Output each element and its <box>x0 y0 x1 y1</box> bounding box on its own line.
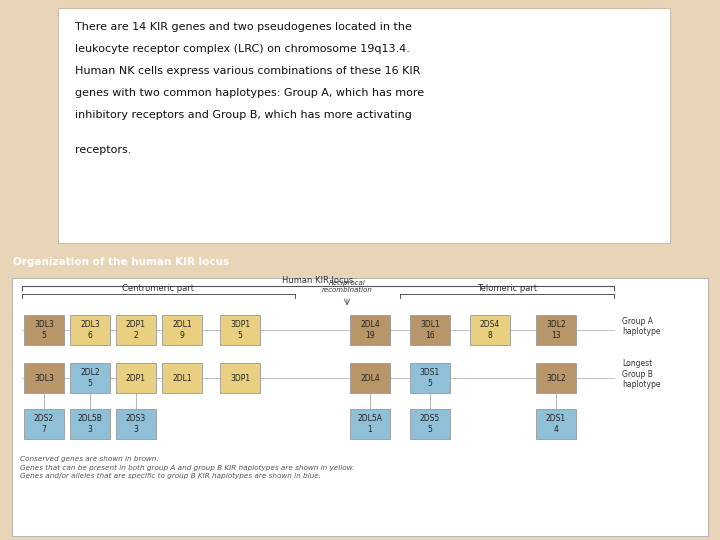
Text: 2DS3: 2DS3 <box>126 414 146 423</box>
FancyBboxPatch shape <box>410 315 450 345</box>
FancyBboxPatch shape <box>116 363 156 393</box>
FancyBboxPatch shape <box>24 363 64 393</box>
FancyBboxPatch shape <box>350 363 390 393</box>
FancyBboxPatch shape <box>58 8 670 243</box>
Text: 3DL3: 3DL3 <box>34 320 54 329</box>
FancyBboxPatch shape <box>116 315 156 345</box>
Text: Reciprocal
recombination: Reciprocal recombination <box>322 280 372 293</box>
Text: 3DL2: 3DL2 <box>546 320 566 329</box>
Text: 5: 5 <box>42 331 46 340</box>
Text: 2DS4: 2DS4 <box>480 320 500 329</box>
Text: Telomeric part: Telomeric part <box>477 284 537 293</box>
Text: 2DL3: 2DL3 <box>80 320 100 329</box>
Text: 13: 13 <box>552 331 561 340</box>
Text: 6: 6 <box>88 331 92 340</box>
Text: Human KIR locus: Human KIR locus <box>282 276 354 285</box>
Text: 4: 4 <box>554 425 559 434</box>
Text: Group A
haplotype: Group A haplotype <box>622 316 660 336</box>
Text: 5: 5 <box>238 331 243 340</box>
Text: 2DL1: 2DL1 <box>172 374 192 383</box>
Text: Conserved genes are shown in brown.
Genes that can be present in both group A an: Conserved genes are shown in brown. Gene… <box>20 456 354 480</box>
FancyBboxPatch shape <box>536 315 576 345</box>
Text: 2DS1: 2DS1 <box>546 414 566 423</box>
Text: 3DL3: 3DL3 <box>34 374 54 383</box>
Text: 9: 9 <box>179 331 184 340</box>
FancyBboxPatch shape <box>70 409 110 439</box>
Text: 3DL1: 3DL1 <box>420 320 440 329</box>
Text: 5: 5 <box>428 425 433 434</box>
Text: 19: 19 <box>365 331 375 340</box>
Text: There are 14 KIR genes and two pseudogenes located in the: There are 14 KIR genes and two pseudogen… <box>75 22 412 32</box>
Text: Longest
Group B
haplotype: Longest Group B haplotype <box>622 359 660 389</box>
FancyBboxPatch shape <box>116 409 156 439</box>
Text: 2DP1: 2DP1 <box>126 320 146 329</box>
Text: 3DL2: 3DL2 <box>546 374 566 383</box>
FancyBboxPatch shape <box>410 363 450 393</box>
Text: 2DS2: 2DS2 <box>34 414 54 423</box>
FancyBboxPatch shape <box>24 409 64 439</box>
Text: 8: 8 <box>487 331 492 340</box>
Text: 2DL2: 2DL2 <box>80 368 100 377</box>
FancyBboxPatch shape <box>70 363 110 393</box>
FancyBboxPatch shape <box>410 409 450 439</box>
Text: Human NK cells express various combinations of these 16 KIR: Human NK cells express various combinati… <box>75 66 420 76</box>
Text: receptors.: receptors. <box>75 145 131 154</box>
FancyBboxPatch shape <box>162 315 202 345</box>
Text: 3: 3 <box>134 425 138 434</box>
Text: 5: 5 <box>428 379 433 388</box>
Text: 3DP1: 3DP1 <box>230 320 250 329</box>
Text: 2DS5: 2DS5 <box>420 414 440 423</box>
Text: 1: 1 <box>368 425 372 434</box>
Text: 16: 16 <box>426 331 435 340</box>
Text: Organization of the human KIR locus: Organization of the human KIR locus <box>13 258 229 267</box>
Text: 2DP1: 2DP1 <box>126 374 146 383</box>
Text: 3DP1: 3DP1 <box>230 374 250 383</box>
FancyBboxPatch shape <box>536 363 576 393</box>
FancyBboxPatch shape <box>24 315 64 345</box>
FancyBboxPatch shape <box>220 363 260 393</box>
FancyBboxPatch shape <box>350 409 390 439</box>
FancyBboxPatch shape <box>220 315 260 345</box>
Text: 5: 5 <box>88 379 92 388</box>
Text: 2DL5A: 2DL5A <box>358 414 382 423</box>
FancyBboxPatch shape <box>70 315 110 345</box>
Text: 2: 2 <box>134 331 138 340</box>
Text: 3: 3 <box>88 425 92 434</box>
Text: inhibitory receptors and Group B, which has more activating: inhibitory receptors and Group B, which … <box>75 111 412 120</box>
Text: 3DS1: 3DS1 <box>420 368 440 377</box>
Text: leukocyte receptor complex (LRC) on chromosome 19q13.4.: leukocyte receptor complex (LRC) on chro… <box>75 44 410 54</box>
Text: 2DL5B: 2DL5B <box>78 414 102 423</box>
Text: 7: 7 <box>42 425 46 434</box>
Text: 2DL4: 2DL4 <box>360 374 380 383</box>
FancyBboxPatch shape <box>470 315 510 345</box>
FancyBboxPatch shape <box>350 315 390 345</box>
FancyBboxPatch shape <box>12 278 708 536</box>
Text: 2DL1: 2DL1 <box>172 320 192 329</box>
Text: genes with two common haplotypes: Group A, which has more: genes with two common haplotypes: Group … <box>75 89 424 98</box>
FancyBboxPatch shape <box>162 363 202 393</box>
FancyBboxPatch shape <box>536 409 576 439</box>
Text: Centromeric part: Centromeric part <box>122 284 194 293</box>
Text: 2DL4: 2DL4 <box>360 320 380 329</box>
